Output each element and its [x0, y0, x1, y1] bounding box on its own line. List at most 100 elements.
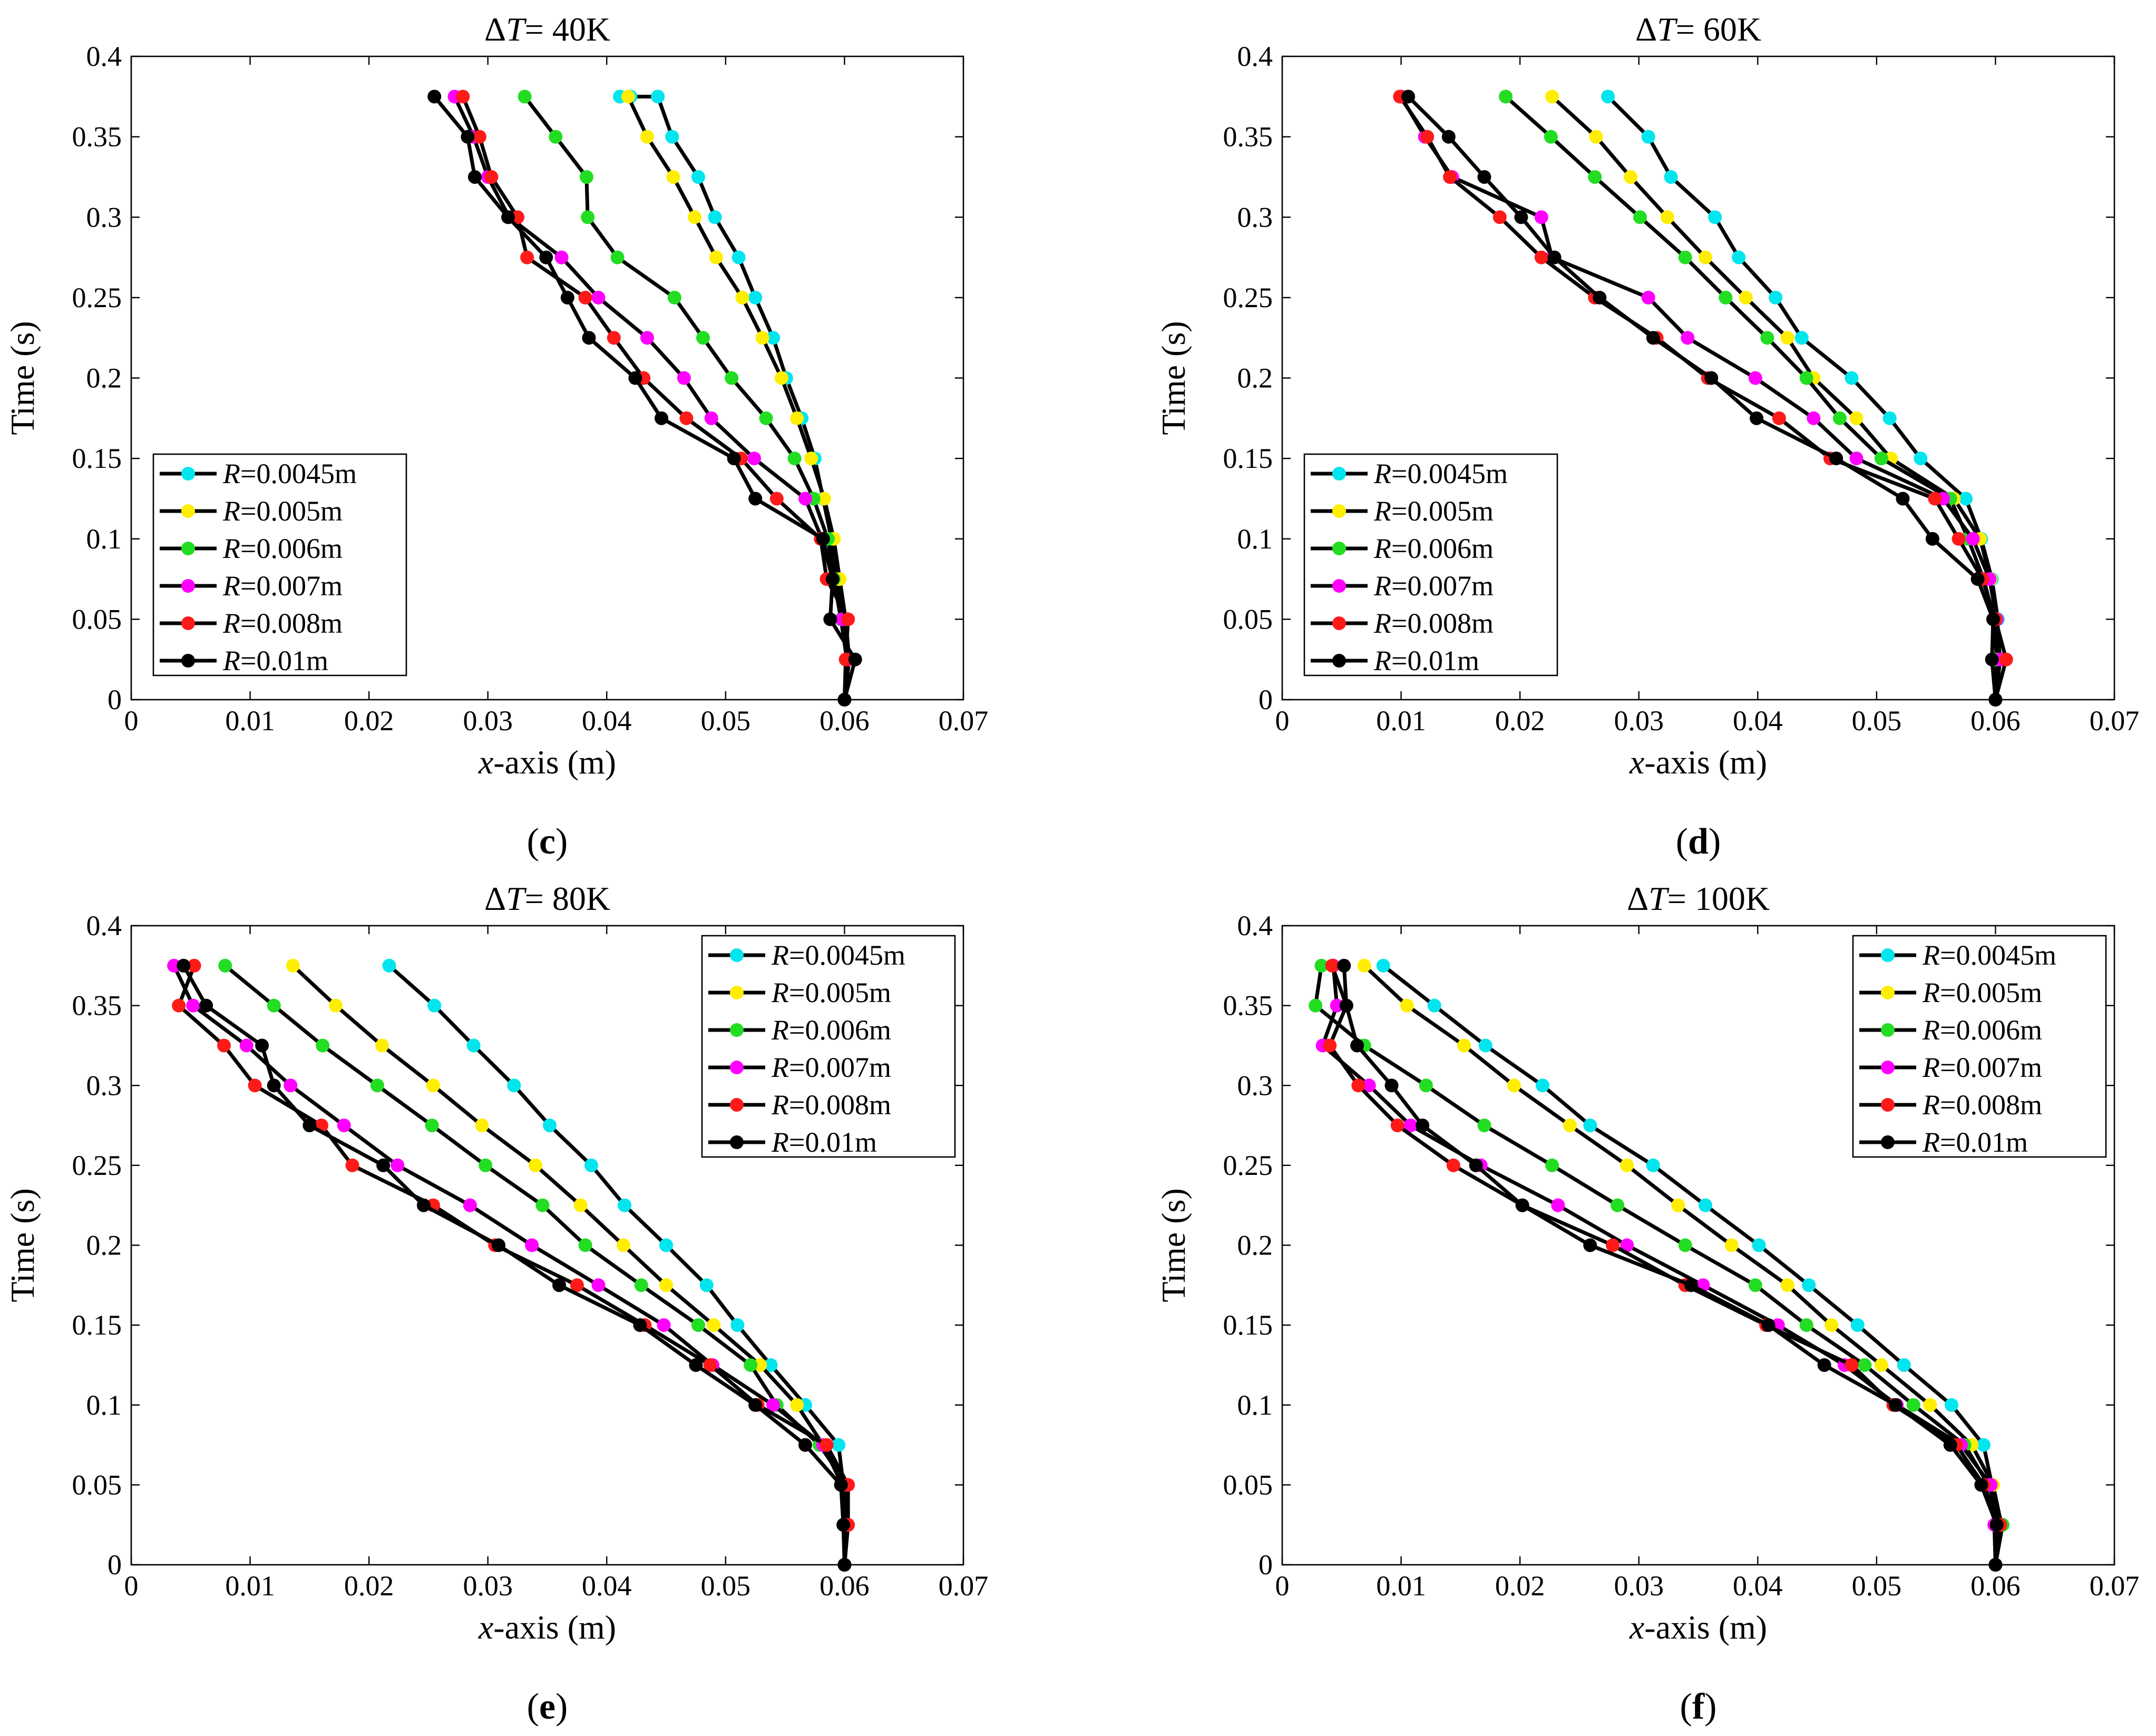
data-point	[790, 1398, 804, 1412]
data-point	[1646, 1158, 1660, 1172]
series-R=0.01m	[1337, 958, 2004, 1572]
data-point	[748, 492, 763, 506]
panel-label: (d)	[1676, 821, 1721, 862]
data-point	[688, 210, 702, 224]
y-tick-label: 0.3	[1237, 201, 1273, 233]
data-point	[841, 612, 855, 626]
x-tick-label: 0.06	[1970, 705, 2021, 737]
y-tick-label: 0.05	[1223, 1469, 1273, 1500]
legend-entry: R=0.007m	[1311, 570, 1494, 602]
legend: R=0.0045m R=0.005m R=0.006m R=0.007m R=0.008…	[1303, 453, 1558, 676]
data-point	[461, 130, 475, 144]
data-point	[1739, 290, 1753, 305]
data-point	[1678, 1238, 1692, 1252]
x-tick-label: 0.05	[701, 1570, 751, 1602]
legend-marker	[181, 654, 195, 668]
series-line	[1407, 95, 1997, 700]
data-point	[709, 250, 723, 264]
data-point	[1780, 1278, 1794, 1292]
data-point	[579, 170, 593, 184]
x-tick-label: 0.02	[1495, 705, 1545, 737]
legend-entry: R=0.005m	[160, 495, 343, 527]
data-point	[543, 1119, 557, 1133]
y-tick-label: 0.1	[1237, 523, 1273, 555]
data-point	[1874, 452, 1888, 466]
data-point	[570, 1278, 584, 1292]
legend-box	[1852, 935, 2107, 1158]
y-tick-label: 0.4	[1237, 910, 1273, 941]
legend-label: R=0.008m	[1373, 607, 1494, 639]
data-point	[1974, 1478, 1988, 1492]
data-point	[463, 1198, 477, 1212]
y-axis-label: Time (s)	[4, 1188, 41, 1302]
data-point	[286, 958, 300, 973]
data-point	[573, 1198, 588, 1212]
data-point	[665, 130, 679, 144]
y-tick-label: 0.25	[72, 1150, 122, 1181]
series-line	[1363, 964, 2004, 1565]
data-point	[677, 371, 691, 385]
data-point	[1988, 1558, 2003, 1572]
data-point	[1323, 1038, 1337, 1053]
data-point	[730, 1318, 745, 1332]
data-point	[584, 1158, 598, 1172]
data-point	[267, 998, 281, 1013]
data-point	[391, 1158, 405, 1172]
data-point	[1620, 1158, 1634, 1172]
data-point	[634, 1278, 648, 1292]
x-axis-label: x-axis (m)	[478, 1609, 616, 1646]
panel-label: (c)	[527, 821, 568, 862]
data-point	[1514, 210, 1528, 224]
data-point	[1671, 1198, 1685, 1212]
data-point	[1699, 250, 1713, 264]
data-point	[1732, 250, 1746, 264]
data-point	[1923, 1398, 1937, 1412]
y-tick-label: 0.05	[1223, 603, 1273, 635]
data-point	[1606, 1238, 1620, 1252]
data-point	[790, 411, 804, 425]
legend-label: R=0.01m	[1373, 645, 1479, 676]
data-point	[1400, 998, 1414, 1013]
data-point	[1660, 210, 1674, 224]
x-axis-label: x-axis (m)	[1629, 743, 1767, 781]
legend-marker	[730, 1135, 744, 1149]
y-tick-label: 0.35	[72, 990, 122, 1022]
x-tick-label: 0.03	[463, 1570, 513, 1602]
data-point	[691, 1318, 705, 1332]
y-tick-label: 0.15	[1223, 1309, 1273, 1341]
data-point	[1641, 130, 1655, 144]
data-point	[520, 250, 534, 264]
data-point	[607, 331, 621, 345]
data-point	[1547, 250, 1562, 264]
data-point	[1748, 371, 1762, 385]
legend-marker	[1332, 504, 1346, 518]
data-point	[1986, 612, 2000, 626]
legend-entry: R=0.007m	[160, 570, 343, 602]
y-axis-label: Time (s)	[1155, 1188, 1192, 1302]
legend-entry: R=0.0045m	[1859, 939, 2056, 971]
x-tick-label: 0.04	[1733, 1570, 1783, 1602]
data-point	[1563, 1119, 1577, 1133]
legend-entry: R=0.0045m	[160, 458, 357, 489]
data-point	[699, 1278, 714, 1292]
data-point	[1623, 170, 1637, 184]
data-point	[744, 1358, 758, 1372]
data-point	[1534, 250, 1548, 264]
x-tick-label: 0.01	[225, 1570, 275, 1602]
y-tick-label: 0.4	[86, 910, 122, 941]
data-point	[172, 998, 186, 1013]
data-point	[467, 170, 482, 184]
chart-panel-e: 0 0.01 0.02 0.03 0.04 0.05 0.06 0.07 0 0.05 0.1 0.1…	[4, 880, 988, 1727]
series-R=0.006m	[518, 90, 854, 707]
data-point	[1832, 411, 1847, 425]
legend-entry: R=0.01m	[1859, 1126, 2028, 1158]
data-point	[1906, 1398, 1920, 1412]
legend-marker	[730, 986, 744, 999]
data-point	[1330, 998, 1344, 1013]
data-point	[633, 1318, 647, 1332]
data-point	[1457, 1038, 1471, 1053]
y-tick-label: 0.35	[72, 121, 122, 153]
data-point	[382, 958, 396, 973]
data-point	[1799, 371, 1813, 385]
series-line	[626, 95, 851, 700]
